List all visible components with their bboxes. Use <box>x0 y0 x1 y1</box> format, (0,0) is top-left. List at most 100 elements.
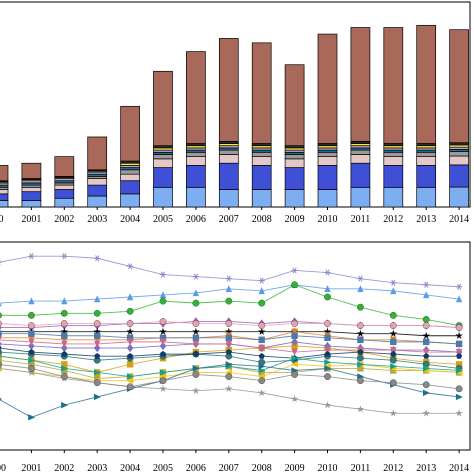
line-marker <box>0 357 2 364</box>
line-marker <box>225 285 232 293</box>
line-marker <box>126 383 134 391</box>
line-marker <box>60 309 68 317</box>
bar-segment <box>350 162 371 188</box>
line-marker <box>258 287 265 295</box>
line-marker <box>357 365 364 372</box>
line-marker-stroke <box>29 253 34 260</box>
line-marker <box>456 352 463 359</box>
line-marker <box>423 352 430 359</box>
bar-segment <box>153 186 173 208</box>
line-marker <box>258 363 266 370</box>
x-tick-label: 2002 <box>54 214 74 225</box>
line-marker <box>28 414 36 421</box>
bar-segment <box>0 189 9 195</box>
line-marker <box>192 334 200 341</box>
line-marker <box>324 346 331 354</box>
x-tick-label: 000 <box>0 463 6 474</box>
line-marker <box>159 271 167 278</box>
bar-segment <box>120 169 140 175</box>
line-marker <box>422 322 430 329</box>
line-series <box>0 253 463 290</box>
line-marker <box>61 367 68 374</box>
x-tick-label: 2002 <box>54 463 74 474</box>
bar-segment <box>218 189 239 208</box>
bar-segment <box>218 154 239 164</box>
x-tick-label: 2012 <box>383 214 403 225</box>
bar-segment <box>218 162 239 190</box>
line-marker <box>0 336 2 341</box>
bar-segment <box>317 165 338 190</box>
x-tick-label: 2003 <box>87 214 107 225</box>
line-marker <box>28 297 35 305</box>
line-marker <box>455 367 463 374</box>
line-marker <box>192 327 200 335</box>
line-marker <box>61 365 68 372</box>
line-marker <box>324 365 332 372</box>
line-marker <box>455 324 463 331</box>
line-marker <box>61 332 68 339</box>
bar-segment <box>449 186 469 208</box>
line-marker <box>225 275 232 282</box>
bar-segment <box>0 180 9 183</box>
x-tick-label: 2009 <box>285 463 305 474</box>
line-marker-stroke <box>226 275 231 282</box>
bar-segment <box>0 184 9 188</box>
line-marker <box>61 343 68 353</box>
line-marker <box>192 273 200 280</box>
x-tick-label: 2009 <box>285 214 305 225</box>
line-marker <box>126 338 134 346</box>
line-marker <box>127 352 134 359</box>
bar-segment <box>153 167 173 188</box>
bar-segment <box>120 173 140 182</box>
line-marker <box>159 341 167 351</box>
line-marker <box>192 386 200 395</box>
line-marker <box>291 355 299 362</box>
line-marker-stroke <box>95 255 100 262</box>
line-marker <box>291 267 298 274</box>
line-marker-stroke <box>128 263 133 270</box>
line-marker <box>126 307 134 315</box>
line-marker <box>455 385 463 393</box>
line-marker <box>61 340 68 348</box>
line-marker <box>28 357 36 364</box>
bar-segment <box>416 151 437 158</box>
line-marker <box>357 275 364 282</box>
bar-segment <box>284 64 305 147</box>
line-marker <box>258 369 265 376</box>
line-series <box>0 330 463 348</box>
line-marker <box>258 352 265 359</box>
line-marker <box>356 405 365 413</box>
line-marker <box>455 393 463 401</box>
line-marker <box>93 309 101 317</box>
line-series <box>0 361 463 393</box>
line-marker <box>225 320 233 327</box>
line-marker <box>126 343 134 353</box>
bar-segment <box>350 154 371 164</box>
line-marker <box>389 409 398 417</box>
stacked-bar-chart: 00 2001 2002 2003 2004 2005 2006 2007 2008 2009 20… <box>0 1 471 225</box>
line-marker <box>159 291 167 299</box>
line-marker <box>60 373 68 380</box>
line-marker <box>423 389 430 397</box>
line-marker <box>28 338 35 346</box>
bar-segment <box>21 191 42 201</box>
x-tick-label: 2010 <box>318 463 338 474</box>
line-marker <box>423 348 430 356</box>
bar-segment <box>21 162 42 179</box>
bar-segment <box>87 184 108 197</box>
line-marker <box>94 375 101 382</box>
line-marker <box>192 340 200 348</box>
line-marker <box>0 325 2 330</box>
bar-segment <box>383 156 404 166</box>
line-marker-stroke <box>424 281 429 288</box>
bar-segment <box>449 164 469 188</box>
x-tick-label: 2007 <box>219 463 239 474</box>
line-marker <box>94 332 101 339</box>
line-marker <box>357 336 364 344</box>
x-tick-label: 2001 <box>21 463 41 474</box>
line-marker <box>390 350 397 357</box>
bar-segment <box>186 186 206 208</box>
bar-segment <box>87 195 108 208</box>
line-marker <box>423 365 430 372</box>
x-tick-label: 2013 <box>416 463 436 474</box>
